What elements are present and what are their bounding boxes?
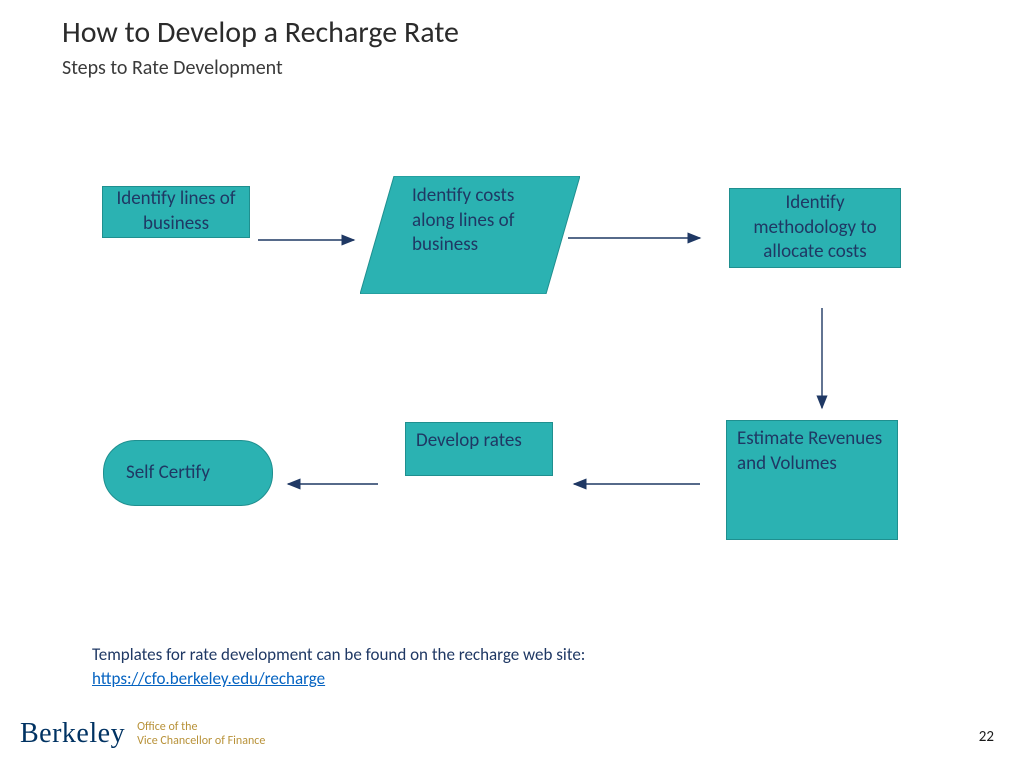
- brand-block: Berkeley Office of the Vice Chancellor o…: [20, 718, 265, 750]
- footer-note: Templates for rate development can be fo…: [92, 644, 585, 665]
- page-number: 22: [979, 728, 994, 746]
- brand-office-line1: Office of the: [137, 720, 197, 734]
- brand-office: Office of the Vice Chancellor of Finance: [137, 720, 265, 749]
- brand-wordmark: Berkeley: [20, 718, 125, 750]
- brand-office-line2: Vice Chancellor of Finance: [137, 734, 265, 748]
- footer-link[interactable]: https://cfo.berkeley.edu/recharge: [92, 668, 325, 689]
